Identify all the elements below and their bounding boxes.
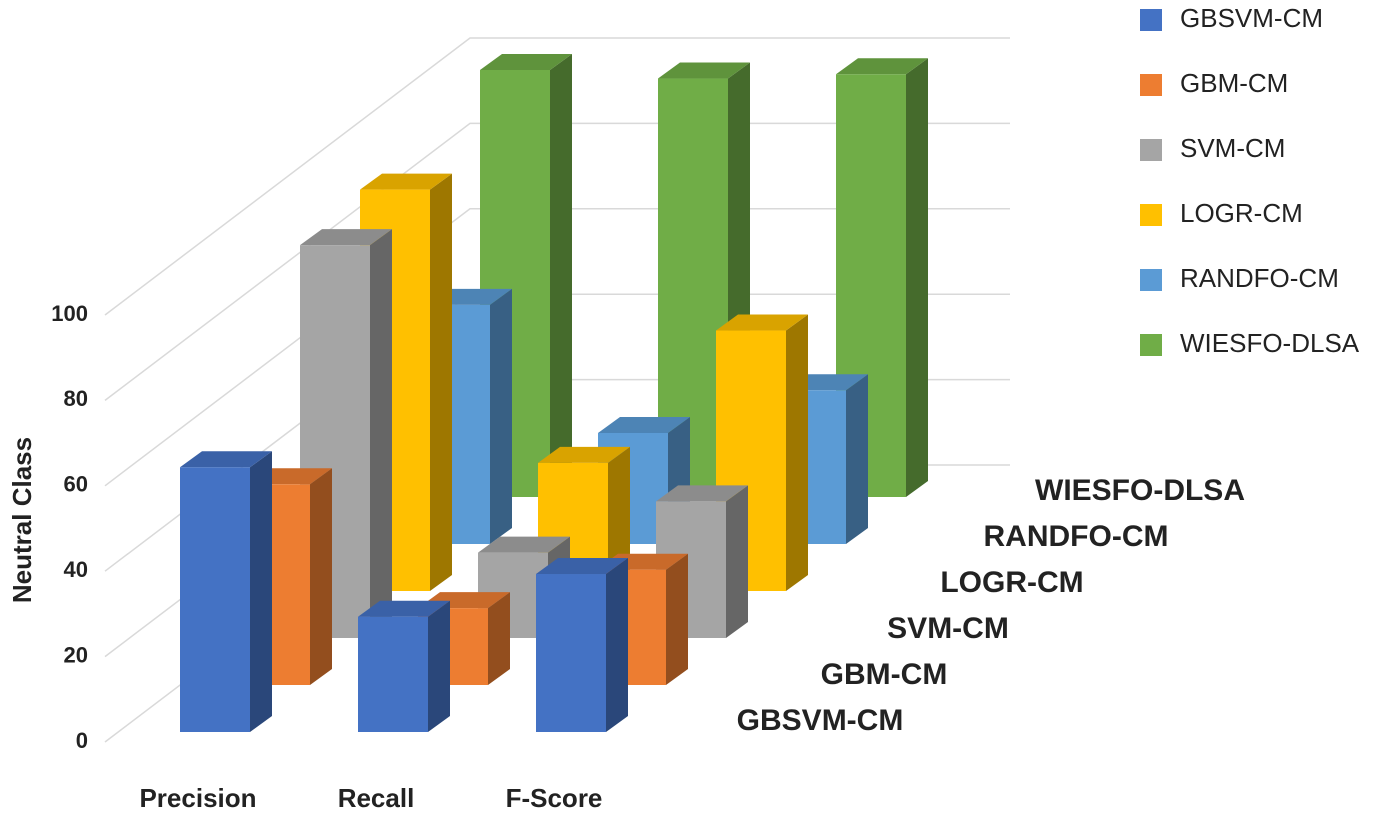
depth-label: GBSVM-CM xyxy=(737,704,904,737)
y-tick-label: 20 xyxy=(64,642,88,667)
y-tick-label: 0 xyxy=(76,728,88,753)
grid-line xyxy=(104,208,1010,487)
legend-swatch xyxy=(1140,204,1162,226)
legend-label: WIESFO-DLSA xyxy=(1180,328,1360,358)
bar xyxy=(180,451,272,732)
grid-line xyxy=(104,37,1010,316)
y-tick-label: 80 xyxy=(64,386,88,411)
x-tick-label: Precision xyxy=(139,783,256,813)
y-axis-label: Neutral Class xyxy=(7,437,37,603)
depth-label: SVM-CM xyxy=(887,612,1009,645)
legend-label: LOGR-CM xyxy=(1180,198,1303,228)
legend-swatch xyxy=(1140,139,1162,161)
grid-line xyxy=(104,122,1010,401)
legend-swatch xyxy=(1140,74,1162,96)
bar xyxy=(536,558,628,732)
legend-label: GBSVM-CM xyxy=(1180,3,1323,33)
legend-label: GBM-CM xyxy=(1180,68,1288,98)
depth-label: LOGR-CM xyxy=(940,566,1083,599)
legend-swatch xyxy=(1140,334,1162,356)
bar xyxy=(300,229,392,638)
depth-label: WIESFO-DLSA xyxy=(1035,474,1245,507)
legend-label: RANDFO-CM xyxy=(1180,263,1339,293)
y-tick-label: 60 xyxy=(64,472,88,497)
depth-label: GBM-CM xyxy=(821,658,948,691)
bar xyxy=(358,600,450,732)
x-tick-label: F-Score xyxy=(506,783,603,813)
legend-swatch xyxy=(1140,269,1162,291)
legend-swatch xyxy=(1140,9,1162,31)
y-tick-label: 40 xyxy=(64,557,88,582)
legend-label: SVM-CM xyxy=(1180,133,1285,163)
depth-label: RANDFO-CM xyxy=(984,520,1169,553)
y-tick-label: 100 xyxy=(51,301,88,326)
x-tick-label: Recall xyxy=(338,783,415,813)
